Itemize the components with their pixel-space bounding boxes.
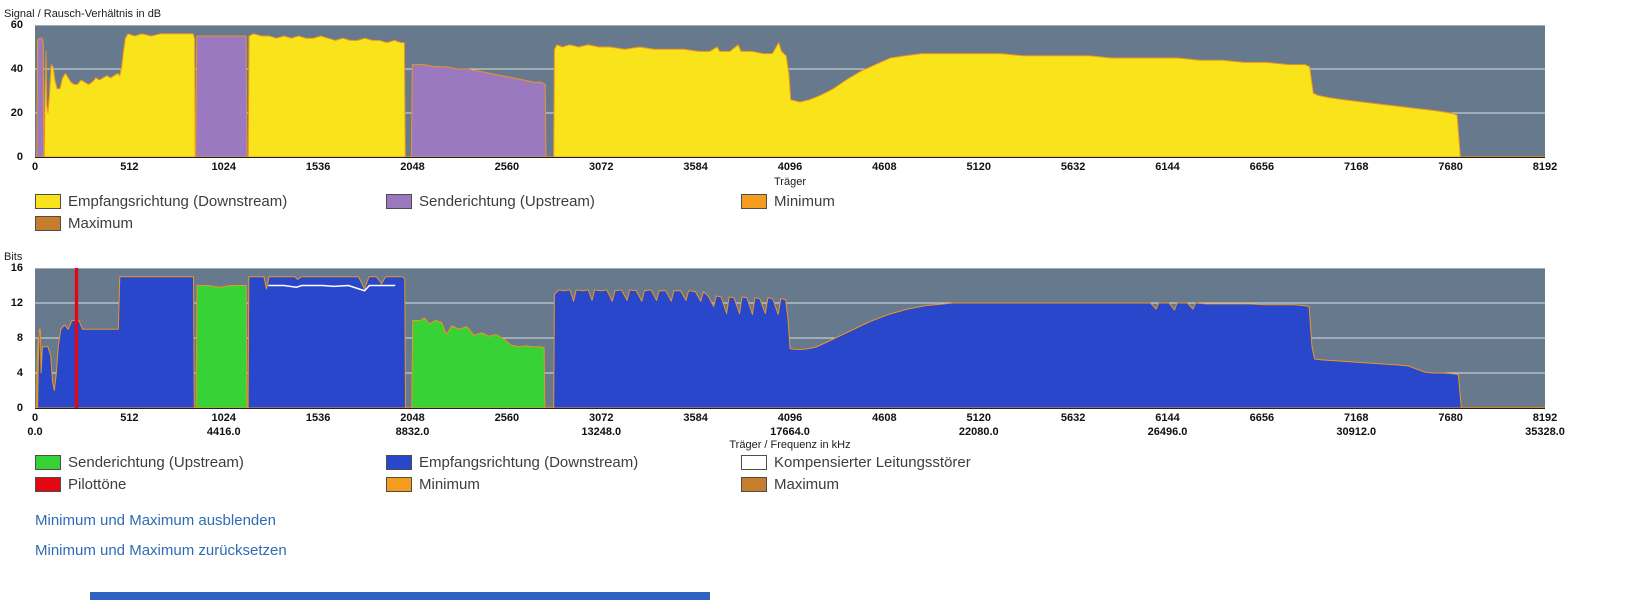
pilot-tones-swatch bbox=[35, 477, 61, 492]
legend-snr-downstream: Empfangsrichtung (Downstream) bbox=[35, 193, 287, 210]
legend-label: Empfangsrichtung (Downstream) bbox=[68, 193, 288, 210]
snr-x-axis-ticks: 0 512 1024 1536 2048 2560 3072 3584 4096 4608 5120… bbox=[31, 161, 1558, 173]
hide-minmax-link[interactable]: Minimum und Maximum ausblenden bbox=[35, 512, 276, 529]
snr-y-axis-ticks: 0 20 40 60 bbox=[10, 19, 23, 163]
compensated-disturber-swatch bbox=[741, 455, 767, 470]
legend-bits-maximum: Maximum bbox=[741, 476, 839, 493]
snr-chart-canvas bbox=[35, 25, 1545, 158]
legend-label: Maximum bbox=[68, 215, 134, 232]
bits-y-axis-ticks: 0 4 8 12 16 bbox=[10, 262, 23, 414]
legend-snr-minimum: Minimum bbox=[741, 193, 835, 210]
bits-chart-title: Bits bbox=[4, 251, 23, 263]
legend-bits-compensated-disturber: Kompensierter Leitungsstörer bbox=[741, 454, 971, 471]
snr-legend-row-1: Empfangsrichtung (Downstream) Sendericht… bbox=[35, 193, 1545, 215]
legend-snr-upstream: Senderichtung (Upstream) bbox=[386, 193, 595, 210]
legend-bits-downstream: Empfangsrichtung (Downstream) bbox=[386, 454, 638, 471]
bits-maximum-swatch bbox=[741, 477, 767, 492]
legend-label: Kompensierter Leitungsstörer bbox=[774, 454, 971, 471]
bits-downstream-swatch bbox=[386, 455, 412, 470]
snr-minimum-swatch bbox=[741, 194, 767, 209]
snr-maximum-swatch bbox=[35, 216, 61, 231]
legend-snr-maximum: Maximum bbox=[35, 215, 133, 232]
legend-label: Senderichtung (Upstream) bbox=[68, 454, 244, 471]
snr-legend: Empfangsrichtung (Downstream) Sendericht… bbox=[35, 193, 1545, 237]
snr-upstream-swatch bbox=[386, 194, 412, 209]
snr-x-axis-label: Träger bbox=[774, 176, 806, 188]
bits-upstream-swatch bbox=[35, 455, 61, 470]
bits-legend-row-2: Pilottöne Minimum Maximum bbox=[35, 476, 1545, 498]
snr-legend-row-2: Maximum bbox=[35, 215, 1545, 237]
bits-legend-row-1: Senderichtung (Upstream) Empfangsrichtun… bbox=[35, 454, 1545, 476]
legend-label: Senderichtung (Upstream) bbox=[419, 193, 595, 210]
bits-x-axis-ticks: 0 512 1024 1536 2048 2560 3072 3584 4096 4608 5120… bbox=[31, 412, 1558, 424]
bits-x-axis-freq-ticks: 0.0 4416.0 8832.0 13248.0 17664.0 22080.0 2649… bbox=[27, 426, 1565, 438]
legend-bits-pilot-tones: Pilottöne bbox=[35, 476, 126, 493]
bits-x-axis-label: Träger / Frequenz in kHz bbox=[729, 439, 851, 451]
bits-legend: Senderichtung (Upstream) Empfangsrichtun… bbox=[35, 454, 1545, 498]
bits-chart-canvas bbox=[35, 268, 1545, 409]
legend-bits-minimum: Minimum bbox=[386, 476, 480, 493]
legend-label: Minimum bbox=[419, 476, 480, 493]
reset-minmax-link[interactable]: Minimum und Maximum zurücksetzen bbox=[35, 542, 287, 559]
legend-bits-upstream: Senderichtung (Upstream) bbox=[35, 454, 244, 471]
bits-minimum-swatch bbox=[386, 477, 412, 492]
legend-label: Minimum bbox=[774, 193, 835, 210]
snr-downstream-swatch bbox=[35, 194, 61, 209]
legend-label: Pilottöne bbox=[68, 476, 127, 493]
legend-label: Empfangsrichtung (Downstream) bbox=[419, 454, 639, 471]
legend-label: Maximum bbox=[774, 476, 840, 493]
snr-chart-title: Signal / Rausch-Verhältnis in dB bbox=[4, 8, 162, 20]
cutoff-blue-element[interactable] bbox=[90, 592, 710, 600]
